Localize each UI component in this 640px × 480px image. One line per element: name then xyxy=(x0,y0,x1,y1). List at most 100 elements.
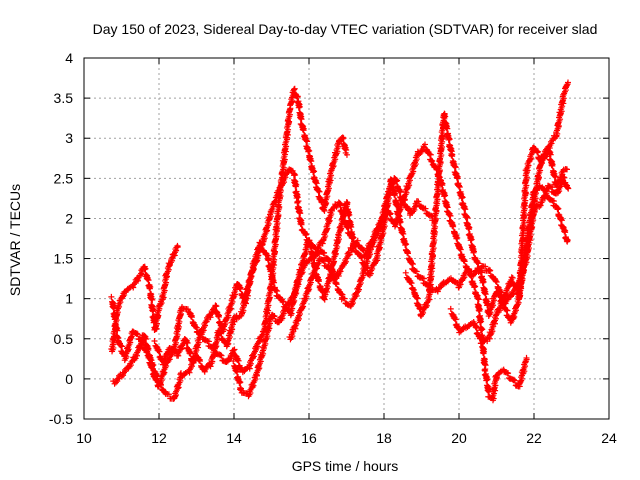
data-point xyxy=(237,286,244,293)
data-point xyxy=(146,285,153,292)
data-point xyxy=(349,235,356,242)
data-point xyxy=(326,266,333,273)
x-axis-label: GPS time / hours xyxy=(292,458,399,474)
data-point xyxy=(110,304,117,311)
data-point xyxy=(264,256,271,263)
x-tick-label: 10 xyxy=(76,430,92,446)
data-point xyxy=(304,138,311,145)
data-point xyxy=(291,86,298,93)
data-point xyxy=(230,347,237,354)
data-point xyxy=(402,269,409,276)
data-point xyxy=(149,362,156,369)
data-point xyxy=(302,231,309,238)
data-point xyxy=(320,250,327,257)
data-point xyxy=(237,379,244,386)
data-point xyxy=(236,285,243,292)
data-point xyxy=(347,223,354,230)
data-point xyxy=(311,168,318,175)
data-point xyxy=(315,278,322,285)
data-point xyxy=(328,206,335,213)
data-point xyxy=(235,357,242,364)
data-point xyxy=(308,242,315,249)
data-point xyxy=(202,366,209,373)
data-point xyxy=(348,247,355,254)
data-point xyxy=(435,285,442,292)
data-point xyxy=(565,185,572,192)
data-point xyxy=(184,339,191,346)
data-point xyxy=(118,373,125,380)
data-point xyxy=(292,172,299,179)
data-point xyxy=(195,357,202,364)
data-point xyxy=(267,268,274,275)
data-point xyxy=(394,203,401,210)
data-point xyxy=(316,188,323,195)
data-point xyxy=(298,221,305,228)
data-point xyxy=(218,352,225,359)
data-point xyxy=(295,104,302,111)
x-tick-label: 14 xyxy=(226,430,242,446)
data-point xyxy=(447,305,454,312)
data-point xyxy=(134,331,141,338)
data-point xyxy=(121,366,128,373)
data-point xyxy=(150,362,157,369)
data-point xyxy=(298,116,305,123)
data-point xyxy=(151,337,158,344)
data-point xyxy=(157,381,164,388)
x-tick-label: 20 xyxy=(451,430,467,446)
series-sat-b xyxy=(108,85,350,390)
data-point xyxy=(358,254,365,261)
x-tick-label: 12 xyxy=(151,430,167,446)
data-point xyxy=(394,202,401,209)
data-point xyxy=(415,198,422,205)
data-point xyxy=(148,296,155,303)
data-point xyxy=(119,343,126,350)
data-point xyxy=(339,135,346,142)
data-point xyxy=(536,203,543,210)
y-tick-label: 0 xyxy=(65,371,73,387)
data-point xyxy=(330,275,337,282)
data-point xyxy=(112,379,119,386)
data-point xyxy=(154,373,161,380)
data-point xyxy=(403,241,410,248)
data-point xyxy=(119,370,126,377)
data-point xyxy=(234,357,241,364)
data-point xyxy=(315,188,322,195)
data-point xyxy=(144,276,151,283)
y-tick-label: 0.5 xyxy=(54,331,74,347)
x-tick-label: 18 xyxy=(376,430,392,446)
data-point xyxy=(213,303,220,310)
data-point xyxy=(354,237,361,244)
data-point xyxy=(145,277,152,284)
data-point xyxy=(153,372,160,379)
data-point xyxy=(112,315,119,322)
data-point xyxy=(310,254,317,261)
y-tick-label: 1.5 xyxy=(54,251,74,267)
data-point xyxy=(147,356,154,363)
data-point xyxy=(297,115,304,122)
data-point xyxy=(165,391,172,398)
data-point xyxy=(396,219,403,226)
data-point xyxy=(310,169,317,176)
data-point xyxy=(292,182,299,189)
data-point xyxy=(297,210,304,217)
y-tick-labels: -0.5 0 0.5 1 1.5 2 2.5 3 3.5 4 xyxy=(49,50,73,427)
data-point xyxy=(413,268,420,275)
data-point xyxy=(143,336,150,343)
data-point xyxy=(342,149,349,156)
data-point xyxy=(192,324,199,331)
data-point xyxy=(486,266,492,273)
x-tick-label: 16 xyxy=(301,430,317,446)
data-point xyxy=(259,241,266,248)
data-point xyxy=(113,326,120,333)
series-sat-d xyxy=(151,194,436,368)
data-point xyxy=(258,242,265,249)
data-point xyxy=(155,347,162,354)
plot-area-frame xyxy=(83,57,610,420)
data-point xyxy=(114,327,121,334)
data-point xyxy=(156,348,163,355)
data-point xyxy=(118,342,125,349)
data-point xyxy=(149,296,156,303)
data-point xyxy=(300,127,307,134)
data-point xyxy=(291,85,298,92)
